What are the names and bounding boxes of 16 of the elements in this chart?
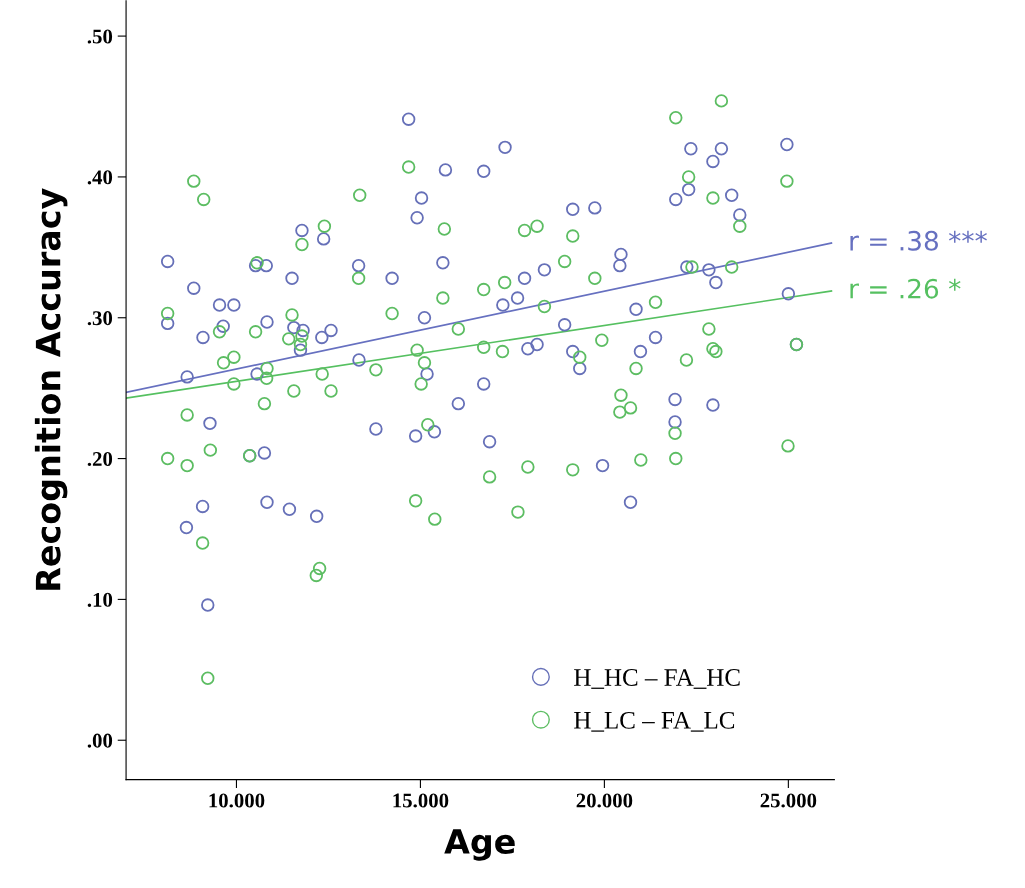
x-tick-label: 25.000 xyxy=(760,793,817,808)
y-tick-label: .40 xyxy=(87,170,113,185)
x-tick-label: 10.000 xyxy=(209,793,265,808)
y-tick-label: .00 xyxy=(87,733,113,748)
legend-label: H_LC – FA_LC xyxy=(574,711,735,732)
x-tick-label: 20.000 xyxy=(576,793,633,808)
x-tick-label: 15.000 xyxy=(393,793,449,808)
y-tick-label: .10 xyxy=(87,592,113,607)
series-label: r = .38 *** xyxy=(850,230,987,251)
x-axis-title: Age xyxy=(444,829,515,861)
y-tick-label: .30 xyxy=(87,311,113,326)
legend-label: H_HC – FA_HC xyxy=(574,669,740,689)
series-label: r = .26 * xyxy=(850,278,961,299)
y-tick-label: .20 xyxy=(87,451,113,467)
y-axis-title: Recognition Accuracy xyxy=(34,188,68,590)
y-tick-label: .50 xyxy=(87,29,113,44)
